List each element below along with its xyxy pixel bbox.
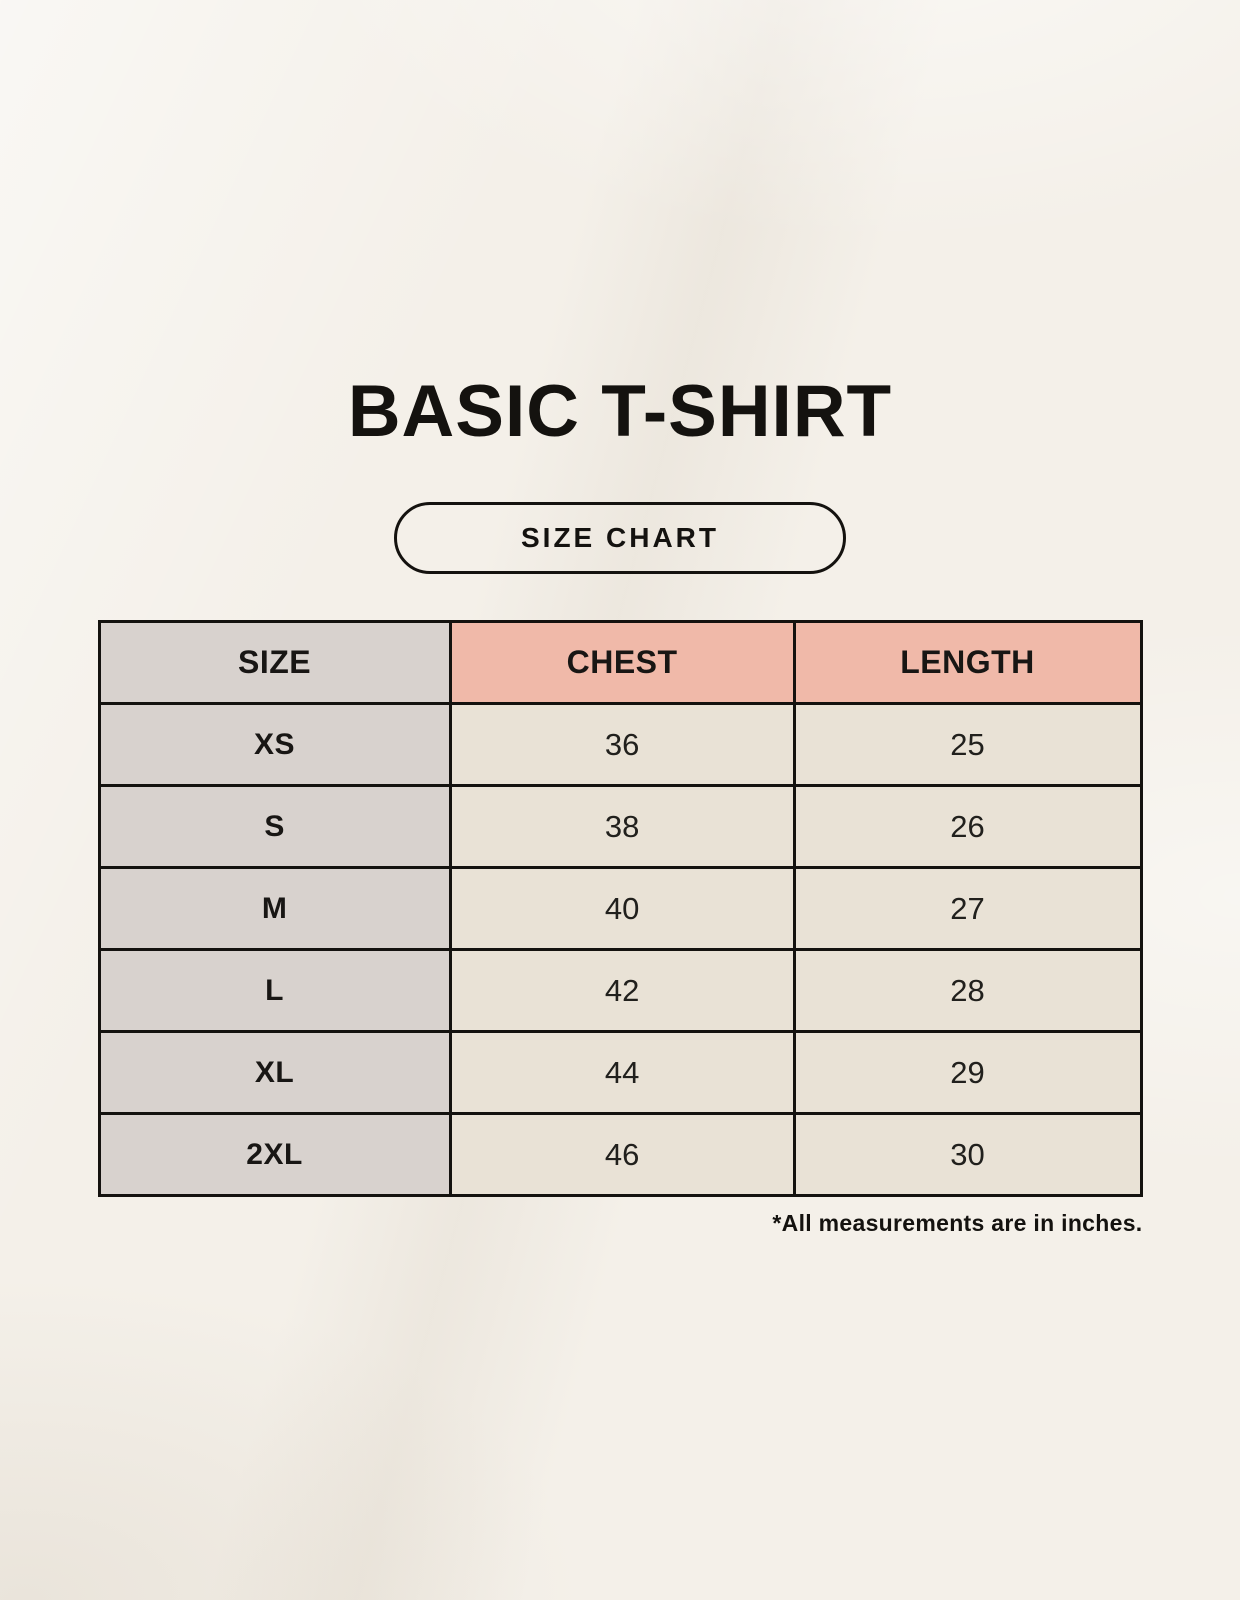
table-header-row: SIZE CHEST LENGTH (97, 620, 1143, 705)
length-value: 27 (792, 866, 1143, 951)
chest-value: 36 (448, 702, 796, 787)
measurements-footnote: *All measurements are in inches. (772, 1210, 1143, 1236)
size-chart-button[interactable]: SIZE CHART (394, 502, 846, 574)
table-row: M 40 27 (97, 866, 1143, 951)
product-title: BASIC T-SHIRT (347, 371, 893, 452)
size-chart-table: SIZE CHEST LENGTH XS 36 25 S 38 26 M 40 … (97, 620, 1143, 1197)
table-row: S 38 26 (97, 784, 1143, 869)
chest-value: 44 (448, 1030, 796, 1115)
size-label: XL (97, 1030, 452, 1115)
chest-value: 46 (448, 1112, 796, 1197)
length-value: 29 (792, 1030, 1143, 1115)
size-chart-button-label: SIZE CHART (521, 522, 719, 553)
size-label: L (97, 948, 452, 1033)
table-row: XS 36 25 (97, 702, 1143, 787)
size-label: XS (97, 702, 452, 787)
chest-value: 42 (448, 948, 796, 1033)
table-row: L 42 28 (97, 948, 1143, 1033)
chest-value: 38 (448, 784, 796, 869)
size-label: M (97, 866, 452, 951)
column-header-chest: CHEST (448, 620, 796, 705)
size-label: S (97, 784, 452, 869)
chest-value: 40 (448, 866, 796, 951)
column-header-length: LENGTH (792, 620, 1143, 705)
table-row: 2XL 46 30 (97, 1112, 1143, 1197)
column-header-size: SIZE (97, 620, 452, 705)
length-value: 28 (792, 948, 1143, 1033)
length-value: 26 (792, 784, 1143, 869)
size-label: 2XL (97, 1112, 452, 1197)
length-value: 25 (792, 702, 1143, 787)
size-chart-page: BASIC T-SHIRT SIZE CHART SIZE CHEST LENG… (97, 371, 1143, 1236)
table-row: XL 44 29 (97, 1030, 1143, 1115)
length-value: 30 (792, 1112, 1143, 1197)
